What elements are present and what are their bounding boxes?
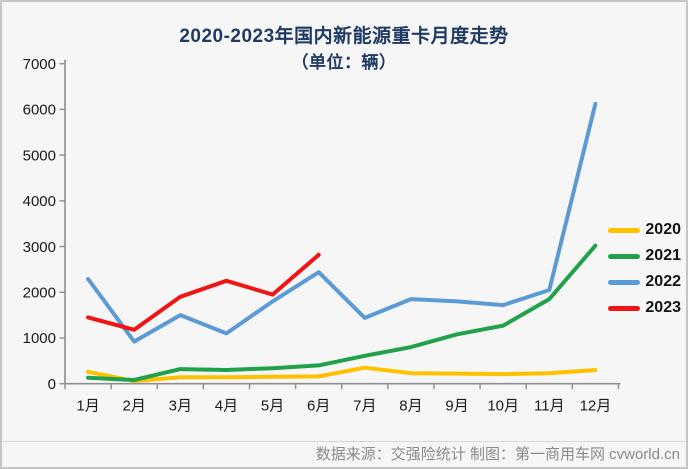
y-tick-label: 6000 — [23, 102, 56, 119]
legend-item-2022: 2022 — [608, 269, 681, 295]
x-tick-label: 11月 — [534, 398, 565, 415]
legend-item-2021: 2021 — [608, 243, 681, 269]
x-tick-label: 9月 — [445, 398, 468, 415]
x-tick-label: 5月 — [261, 398, 284, 415]
x-tick-label: 2月 — [123, 398, 146, 415]
y-tick-label: 2000 — [23, 284, 56, 301]
legend-item-2023: 2023 — [608, 295, 681, 321]
legend-swatch-2023 — [608, 305, 641, 311]
y-tick-label: 7000 — [23, 56, 56, 73]
legend-label-2021: 2021 — [645, 247, 681, 264]
chart-title: 2020-2023年国内新能源重卡月度走势 （单位：辆） — [2, 24, 686, 76]
chart-legend: 2020 2021 2022 2023 — [608, 217, 681, 321]
x-tick-label: 10月 — [487, 398, 519, 415]
x-tick-label: 8月 — [399, 398, 422, 415]
legend-swatch-2021 — [608, 253, 641, 259]
x-tick-label: 12月 — [580, 398, 612, 415]
y-tick-label: 3000 — [23, 239, 56, 256]
x-tick-label: 1月 — [76, 398, 99, 415]
legend-item-2020: 2020 — [608, 217, 681, 243]
y-tick-label: 1000 — [23, 330, 56, 347]
data-source-caption: 数据来源：交强险统计 制图：第一商用车网 cvworld.cn — [315, 446, 680, 463]
y-tick-label: 5000 — [23, 147, 56, 164]
series-line-2022 — [86, 101, 598, 344]
series-line-2023 — [86, 252, 321, 332]
legend-label-2023: 2023 — [645, 299, 681, 316]
x-tick-label: 4月 — [215, 398, 238, 415]
y-tick-label: 0 — [48, 376, 56, 393]
x-tick-label: 7月 — [353, 398, 376, 415]
chart-title-line1: 2020-2023年国内新能源重卡月度走势 — [179, 26, 509, 47]
legend-label-2020: 2020 — [645, 221, 681, 238]
legend-swatch-2020 — [608, 227, 641, 233]
footer-divider — [2, 441, 686, 442]
series-line-2021 — [86, 243, 598, 382]
legend-label-2022: 2022 — [645, 273, 681, 290]
x-tick-label: 6月 — [307, 398, 330, 415]
series-line-2020 — [86, 365, 598, 383]
chart-title-unit: （单位：辆） — [291, 53, 397, 72]
legend-swatch-2022 — [608, 279, 641, 285]
x-tick-label: 3月 — [169, 398, 192, 415]
y-tick-label: 4000 — [23, 193, 56, 210]
